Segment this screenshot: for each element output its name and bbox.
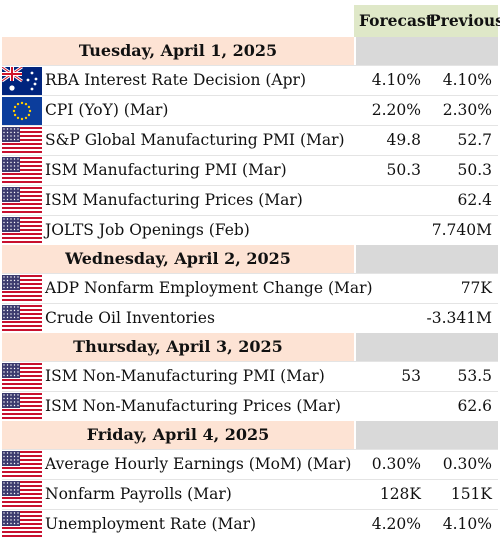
- event-row: Nonfarm Payrolls (Mar) 128K 151K: [2, 479, 498, 509]
- event-row: Unemployment Rate (Mar) 4.20% 4.10%: [2, 509, 498, 539]
- us-flag-icon: [2, 511, 42, 539]
- us-flag-icon: [2, 393, 42, 421]
- us-flag-icon: [2, 275, 42, 303]
- event-row: ISM Manufacturing Prices (Mar) 62.4: [2, 185, 498, 215]
- australia-flag-icon: [2, 67, 42, 95]
- event-row: ISM Non-Manufacturing PMI (Mar) 53 53.5: [2, 361, 498, 391]
- day-header: Thursday, April 3, 2025: [2, 333, 498, 361]
- previous-value: 62.6: [457, 397, 492, 415]
- forecast-value: 50.3: [386, 161, 421, 179]
- previous-value: 53.5: [457, 367, 492, 385]
- us-flag-icon: [2, 217, 42, 245]
- forecast-value: 49.8: [386, 131, 421, 149]
- previous-value: 0.30%: [442, 455, 492, 473]
- previous-header: Previous: [429, 11, 500, 30]
- previous-value: -3.341M: [426, 309, 492, 327]
- us-flag-icon: [2, 481, 42, 509]
- day-header: Tuesday, April 1, 2025: [2, 37, 498, 65]
- event-name: ADP Nonfarm Employment Change (Mar): [45, 279, 373, 297]
- day-label: Wednesday, April 2, 2025: [2, 245, 354, 273]
- us-flag-icon: [2, 157, 42, 185]
- us-flag-icon: [2, 127, 42, 155]
- previous-value: 50.3: [457, 161, 492, 179]
- day-label: Thursday, April 3, 2025: [2, 333, 354, 361]
- day-header-fill: [356, 37, 498, 65]
- event-row: ADP Nonfarm Employment Change (Mar) 77K: [2, 273, 498, 303]
- event-name: ISM Manufacturing PMI (Mar): [45, 161, 287, 179]
- previous-value: 77K: [460, 279, 492, 297]
- previous-value: 7.740M: [431, 221, 492, 239]
- forecast-value: 128K: [379, 485, 421, 503]
- forecast-value: 4.10%: [371, 71, 421, 89]
- event-name: S&P Global Manufacturing PMI (Mar): [45, 131, 345, 149]
- event-row: Crude Oil Inventories -3.341M: [2, 303, 498, 333]
- previous-value: 62.4: [457, 191, 492, 209]
- event-name: Nonfarm Payrolls (Mar): [45, 485, 232, 503]
- us-flag-icon: [2, 187, 42, 215]
- event-row: JOLTS Job Openings (Feb) 7.740M: [2, 215, 498, 245]
- forecast-value: 4.20%: [371, 515, 421, 533]
- forecast-value: 0.30%: [371, 455, 421, 473]
- event-row: CPI (YoY) (Mar) 2.20% 2.30%: [2, 95, 498, 125]
- event-name: ISM Non-Manufacturing PMI (Mar): [45, 367, 325, 385]
- previous-value: 4.10%: [442, 71, 492, 89]
- us-flag-icon: [2, 363, 42, 391]
- event-name: Average Hourly Earnings (MoM) (Mar): [45, 455, 352, 473]
- previous-value: 52.7: [457, 131, 492, 149]
- us-flag-icon: [2, 451, 42, 479]
- forecast-value: 2.20%: [371, 101, 421, 119]
- event-row: Average Hourly Earnings (MoM) (Mar) 0.30%…: [2, 449, 498, 479]
- day-header: Friday, April 4, 2025: [2, 421, 498, 449]
- event-name: JOLTS Job Openings (Feb): [45, 221, 250, 239]
- event-row: S&P Global Manufacturing PMI (Mar) 49.8 52…: [2, 125, 498, 155]
- event-name: Crude Oil Inventories: [45, 309, 215, 327]
- event-name: Unemployment Rate (Mar): [45, 515, 257, 533]
- day-label: Tuesday, April 1, 2025: [2, 37, 354, 65]
- day-label: Friday, April 4, 2025: [2, 421, 354, 449]
- previous-value: 2.30%: [442, 101, 492, 119]
- day-header-fill: [356, 421, 498, 449]
- event-row: ISM Manufacturing PMI (Mar) 50.3 50.3: [2, 155, 498, 185]
- us-flag-icon: [2, 305, 42, 333]
- event-name: ISM Manufacturing Prices (Mar): [45, 191, 303, 209]
- forecast-header: Forecast: [359, 11, 433, 30]
- forecast-value: 53: [401, 367, 421, 385]
- event-row: ISM Non-Manufacturing Prices (Mar) 62.6: [2, 391, 498, 421]
- event-name: CPI (YoY) (Mar): [45, 101, 169, 119]
- day-header-fill: [356, 333, 498, 361]
- event-name: RBA Interest Rate Decision (Apr): [45, 71, 306, 89]
- previous-value: 4.10%: [442, 515, 492, 533]
- day-header: Wednesday, April 2, 2025: [2, 245, 498, 273]
- event-row: RBA Interest Rate Decision (Apr) 4.10% 4.1…: [2, 65, 498, 95]
- previous-value: 151K: [450, 485, 492, 503]
- event-name: ISM Non-Manufacturing Prices (Mar): [45, 397, 341, 415]
- column-header: Forecast Previous: [354, 5, 500, 37]
- eu-flag-icon: [2, 97, 42, 125]
- day-header-fill: [356, 245, 498, 273]
